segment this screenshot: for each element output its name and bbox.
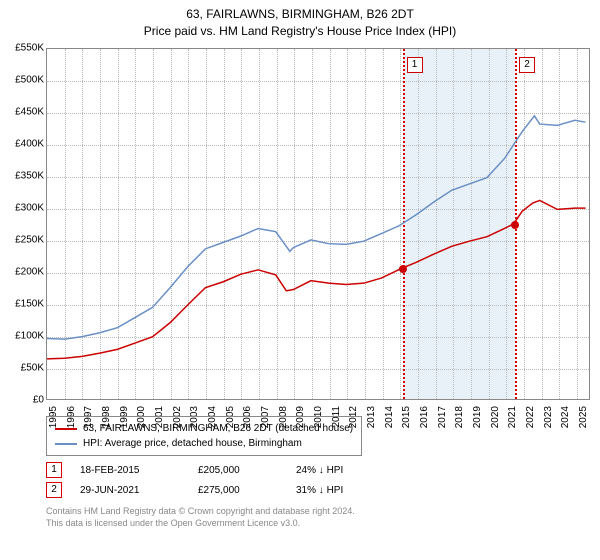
sale-id-box: 1 [46,462,62,478]
x-tick-label: 2020 [490,406,501,436]
series-hpi [47,115,586,338]
chart-container: 63, FAIRLAWNS, BIRMINGHAM, B26 2DT Price… [0,0,600,560]
x-tick-label: 2015 [401,406,412,436]
sale-marker-point [511,221,519,229]
legend-label: 63, FAIRLAWNS, BIRMINGHAM, B26 2DT (deta… [83,421,353,436]
footer-text: Contains HM Land Registry data © Crown c… [46,506,355,529]
legend: 63, FAIRLAWNS, BIRMINGHAM, B26 2DT (deta… [46,416,362,456]
x-tick-label: 2013 [366,406,377,436]
x-tick-label: 2016 [419,406,430,436]
sale-hpi-diff: 31% ↓ HPI [296,485,376,496]
sale-marker-point [399,265,407,273]
x-tick-label: 2023 [543,406,554,436]
y-tick-label: £150K [4,298,44,309]
sale-id-box: 2 [46,482,62,498]
legend-row: 63, FAIRLAWNS, BIRMINGHAM, B26 2DT (deta… [55,421,353,436]
plot-region: 12 [46,48,590,400]
y-tick-label: £250K [4,234,44,245]
title-subtitle: Price paid vs. HM Land Registry's House … [0,23,600,40]
x-tick-label: 2019 [472,406,483,436]
sale-price: £275,000 [198,485,278,496]
sale-date: 18-FEB-2015 [80,465,180,476]
y-tick-label: £200K [4,266,44,277]
x-tick-label: 2018 [454,406,465,436]
footer-line2: This data is licensed under the Open Gov… [46,518,355,530]
x-tick-label: 2025 [578,406,589,436]
series-price_paid [47,200,586,358]
y-tick-label: £550K [4,42,44,53]
x-tick-label: 2021 [507,406,518,436]
x-tick-label: 2014 [384,406,395,436]
y-tick-label: £450K [4,106,44,117]
y-tick-label: £350K [4,170,44,181]
x-tick-label: 2017 [437,406,448,436]
footer-line1: Contains HM Land Registry data © Crown c… [46,506,355,518]
sale-price: £205,000 [198,465,278,476]
sale-row: 2 29-JUN-2021 £275,000 31% ↓ HPI [46,482,376,498]
y-tick-label: £50K [4,362,44,373]
legend-row: HPI: Average price, detached house, Birm… [55,436,353,451]
y-tick-label: £300K [4,202,44,213]
y-tick-label: £100K [4,330,44,341]
sale-date: 29-JUN-2021 [80,485,180,496]
chart-title-block: 63, FAIRLAWNS, BIRMINGHAM, B26 2DT Price… [0,0,600,40]
chart-area: 12 £0£50K£100K£150K£200K£250K£300K£350K£… [0,44,600,444]
legend-swatch [55,443,77,445]
x-tick-label: 2024 [560,406,571,436]
y-tick-label: £0 [4,394,44,405]
sales-table: 1 18-FEB-2015 £205,000 24% ↓ HPI 2 29-JUN-202… [46,462,376,502]
y-tick-label: £400K [4,138,44,149]
series-svg [47,49,589,399]
sale-hpi-diff: 24% ↓ HPI [296,465,376,476]
sale-row: 1 18-FEB-2015 £205,000 24% ↓ HPI [46,462,376,478]
y-tick-label: £500K [4,74,44,85]
sale-marker-label: 1 [407,57,423,73]
legend-swatch [55,428,77,430]
sale-marker-label: 2 [519,57,535,73]
plot-canvas: 12 [47,49,589,399]
legend-label: HPI: Average price, detached house, Birm… [83,436,302,451]
title-address: 63, FAIRLAWNS, BIRMINGHAM, B26 2DT [0,6,600,23]
x-tick-label: 2022 [525,406,536,436]
